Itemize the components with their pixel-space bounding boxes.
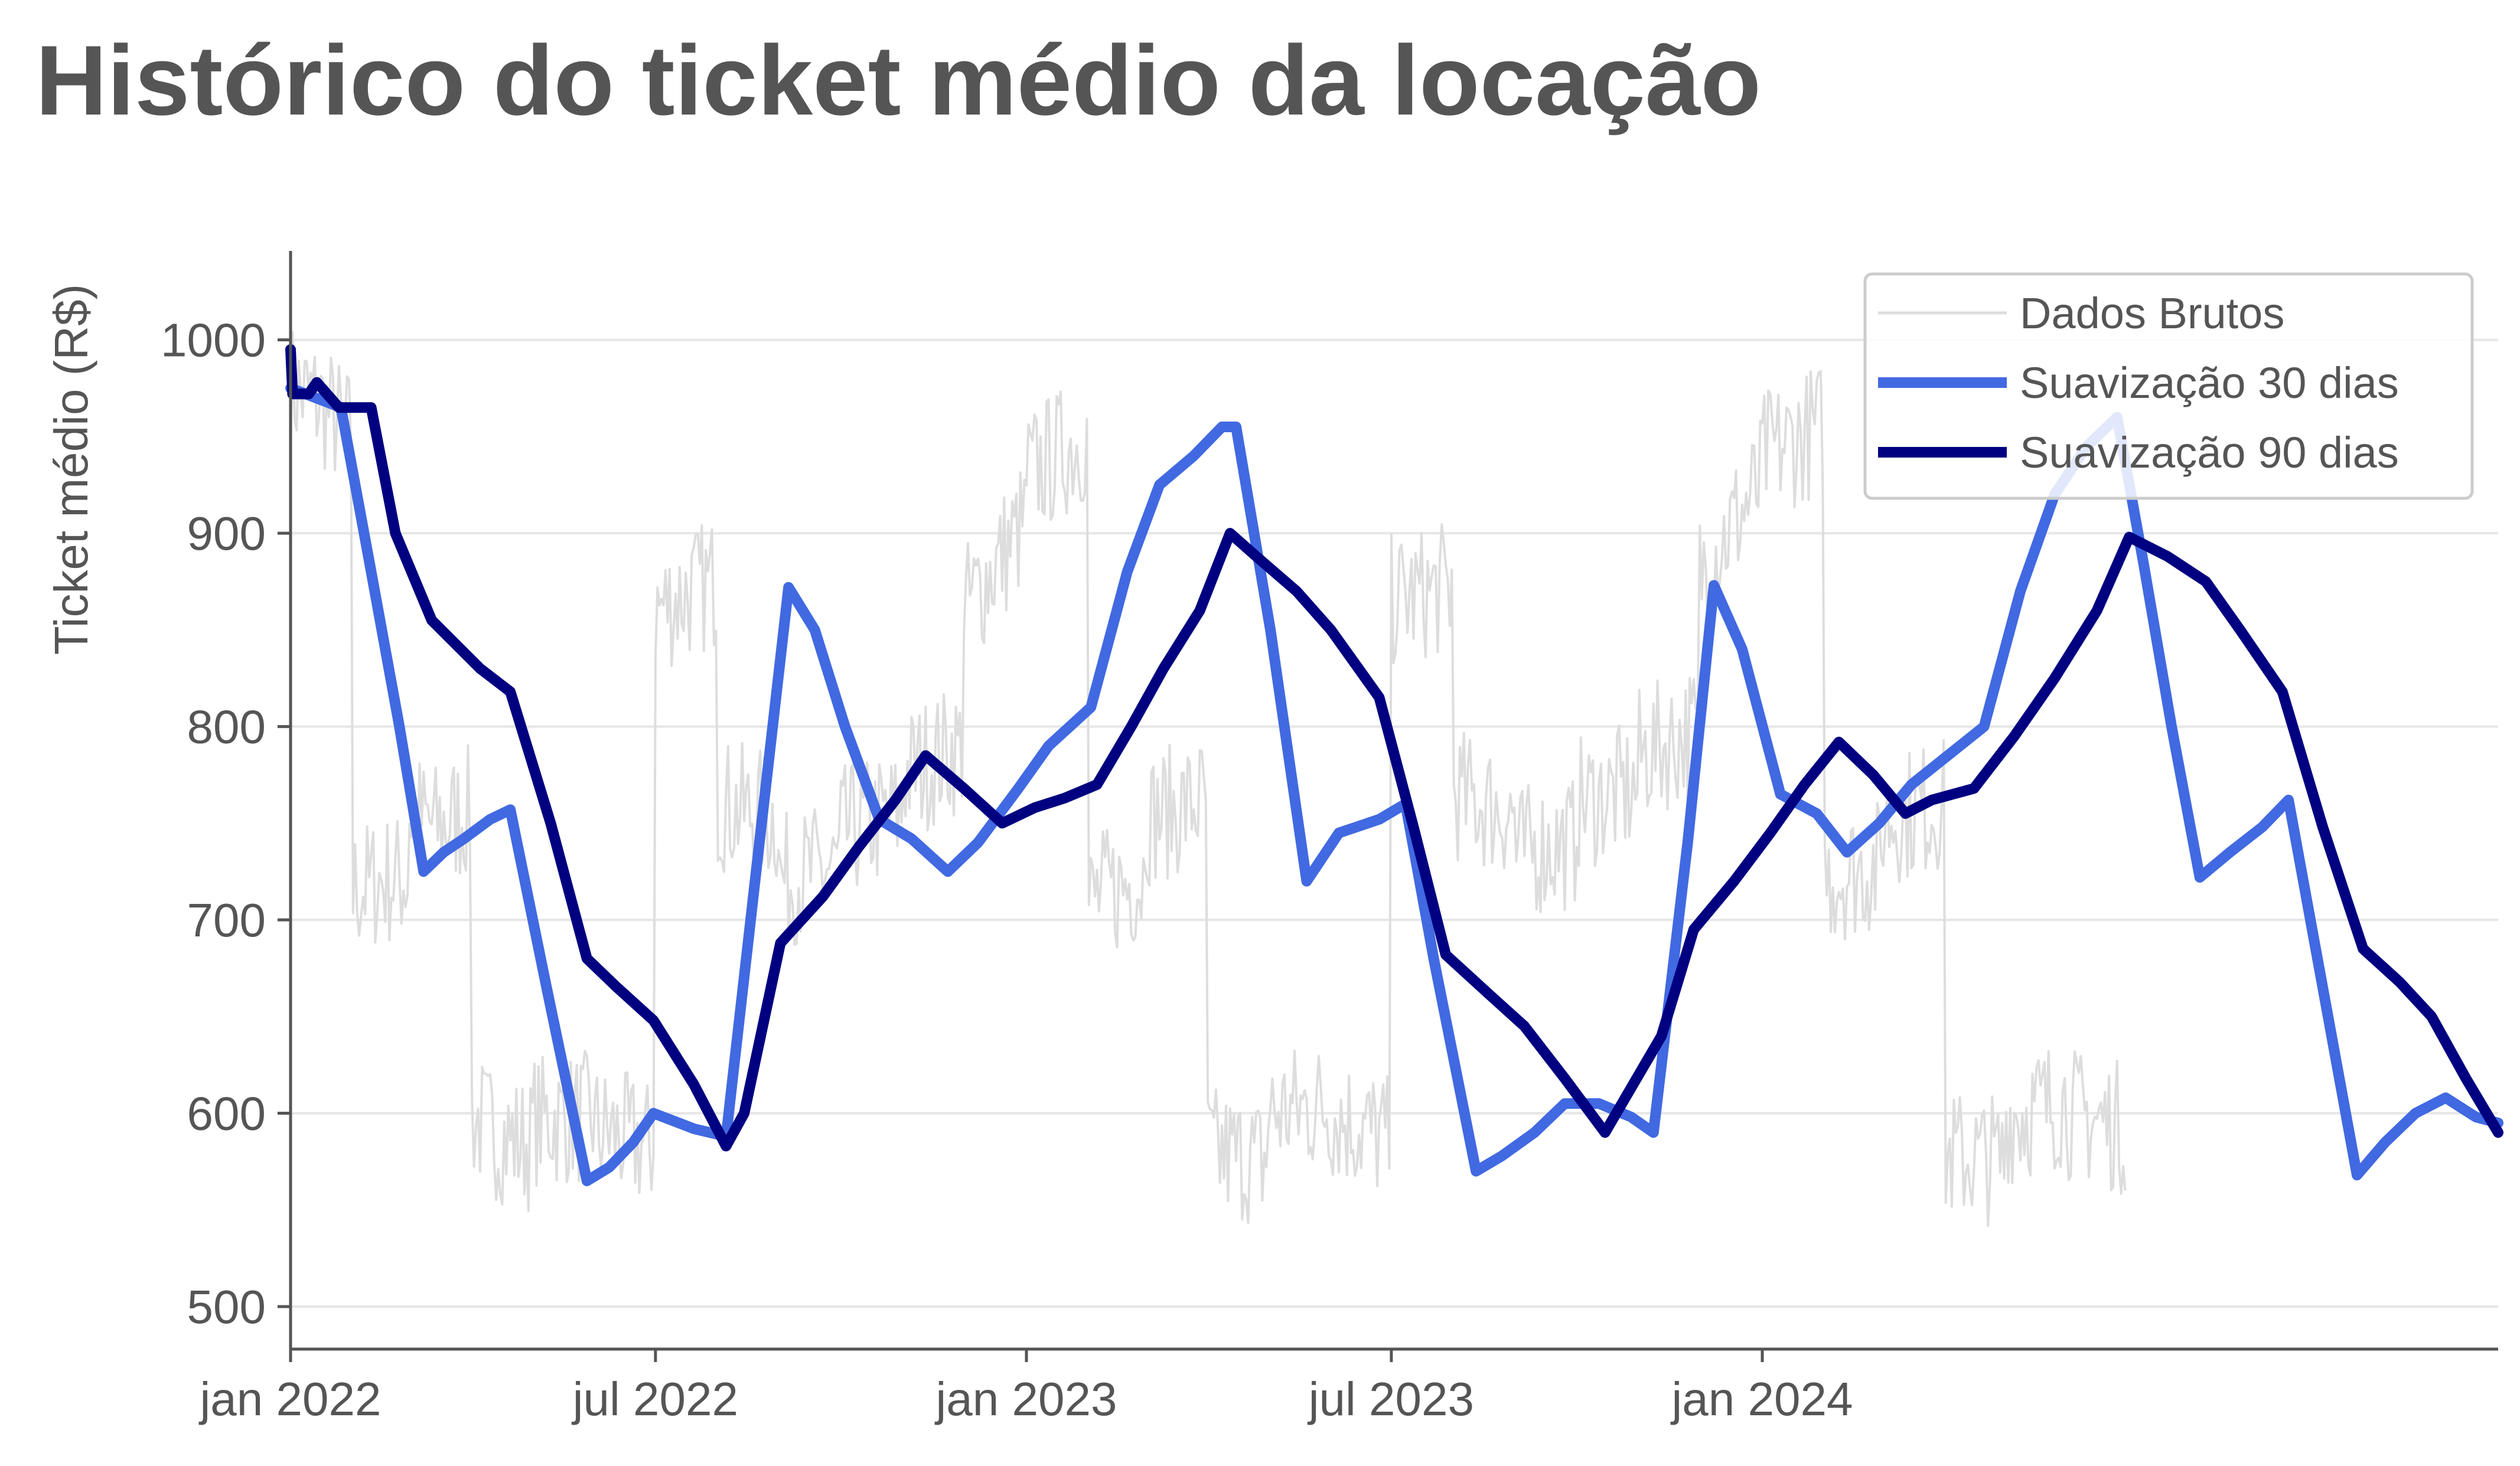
y-tick-label-900: 900 [187,507,266,560]
legend-label-0: Dados Brutos [2020,289,2284,338]
x-tick-label-1: jul 2022 [572,1373,738,1425]
y-tick-label-600: 600 [187,1087,266,1140]
legend-label-2: Suavização 90 dias [2020,428,2399,477]
y-axis-label: Ticket médio (R$) [45,284,97,655]
x-tick-label-0: jan 2022 [199,1373,382,1425]
series-line-1 [285,383,2503,1187]
y-tick-label-1000: 1000 [161,314,266,367]
x-tick-label-3: jul 2023 [1308,1373,1474,1425]
axes [289,251,2498,1351]
series-lines [285,331,2503,1227]
y-tick-label-500: 500 [187,1281,266,1333]
x-tick-label-2: jan 2023 [935,1373,1117,1425]
legend-label-1: Suavização 30 dias [2020,358,2399,407]
series-line-raw [289,331,2127,1227]
series-line-2 [285,344,2503,1152]
legend: Dados Brutos Suavização 30 dias Suavização… [1863,272,2474,500]
tick-labels: 500 600 700 800 900 1000 jan 2022 jul 2022 jan 2… [161,314,1853,1425]
chart-title: Histórico do ticket médio da locação [35,25,1762,136]
y-tick-label-700: 700 [187,894,266,946]
x-tick-label-4: jan 2024 [1671,1373,1853,1425]
y-tick-label-800: 800 [187,701,266,753]
legend-frame [1863,272,2474,500]
